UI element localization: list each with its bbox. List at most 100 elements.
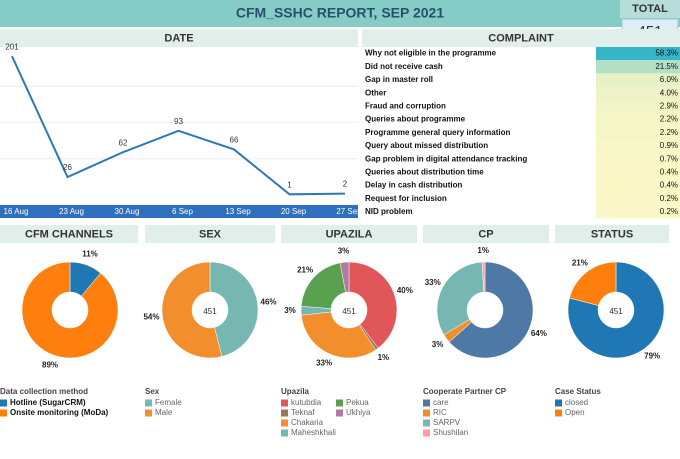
legend-swatch: [281, 409, 288, 417]
donut-slice: [339, 261, 350, 293]
data-label: 1: [287, 180, 292, 189]
legend-title: Data collection method: [0, 387, 88, 396]
legend-title: Case Status: [555, 387, 601, 396]
legend-label: Chakaria: [291, 418, 324, 427]
donut-slice: [348, 261, 398, 349]
legend-label: Female: [155, 398, 182, 407]
legend-label: Shushilan: [433, 428, 468, 437]
legend-swatch: [423, 399, 430, 407]
legend-swatch: [555, 399, 562, 407]
data-label: 11%: [82, 250, 98, 259]
panel-title: UPAZILA: [326, 228, 373, 240]
row-label: Gap in master roll: [365, 75, 433, 84]
data-label: 33%: [316, 359, 332, 368]
row-label: Delay in cash distribution: [365, 181, 462, 190]
value-cell: [596, 192, 680, 206]
data-label: 3%: [284, 306, 296, 315]
legend-title: Upazila: [281, 387, 310, 396]
panel-header: [555, 225, 669, 243]
panel-header: [281, 225, 417, 243]
value-label: 0.4%: [660, 181, 678, 190]
legend-label: Maheshkhali: [291, 428, 336, 437]
panel-title: CFM CHANNELS: [25, 228, 113, 240]
donut-slice: [448, 261, 534, 359]
donut-slice: [21, 261, 119, 359]
row-label: Did not receive cash: [365, 62, 443, 71]
data-label: 93: [174, 117, 183, 126]
value-label: 2.2%: [660, 128, 678, 137]
donut-slice: [301, 311, 377, 359]
row-label: Programme general query information: [365, 128, 510, 137]
report-title: CFM_SSHC REPORT, SEP 2021: [236, 5, 444, 21]
row-label: Fraud and corruption: [365, 102, 446, 111]
data-label: 79%: [644, 352, 660, 361]
value-label: 58.3%: [655, 49, 678, 58]
legend-swatch: [145, 409, 152, 417]
data-label: 64%: [531, 329, 547, 338]
value-label: 21.5%: [655, 62, 678, 71]
x-tick-label: 16 Aug: [4, 207, 29, 216]
row-label: Query about missed distribution: [365, 141, 488, 150]
row-label: Why not eligible in the programme: [365, 49, 497, 58]
legend-swatch: [281, 419, 288, 427]
legend-label: care: [433, 398, 449, 407]
data-label: 1%: [378, 353, 390, 362]
value-cell: [596, 99, 680, 113]
panel-header: [0, 29, 358, 47]
legend-title: Sex: [145, 387, 160, 396]
center-total: 451: [609, 307, 623, 316]
data-label: 89%: [42, 361, 58, 370]
legend-label: RIC: [433, 408, 447, 417]
x-tick-label: 27 Sep: [336, 207, 362, 216]
legend-label: Ukhiya: [346, 408, 371, 417]
header-bar: [0, 0, 680, 27]
donut-slice: [481, 261, 486, 293]
data-label: 62: [119, 138, 128, 147]
x-axis-band: [0, 205, 358, 218]
row-label: Request for inclusion: [365, 194, 447, 203]
data-label: 21%: [572, 258, 588, 267]
value-label: 0.4%: [660, 168, 678, 177]
legend-label: Hotline (SugarCRM): [10, 398, 86, 407]
x-tick-label: 6 Sep: [172, 207, 193, 216]
data-label: 1%: [477, 246, 489, 255]
data-label: 54%: [143, 313, 159, 322]
data-label: 46%: [261, 298, 277, 307]
legend-label: Open: [565, 408, 585, 417]
value-label: 6.0%: [660, 75, 678, 84]
panel-header: [362, 29, 680, 47]
value-label: 0.9%: [660, 141, 678, 150]
data-label: 3%: [432, 340, 444, 349]
x-tick-label: 23 Aug: [59, 207, 84, 216]
legend-label: kutubdia: [291, 398, 322, 407]
legend-swatch: [423, 419, 430, 427]
total-header: [620, 0, 680, 18]
data-label: 21%: [297, 266, 313, 275]
legend-swatch: [423, 429, 430, 437]
panel-title: SEX: [199, 228, 222, 240]
panel-title: DATE: [164, 32, 193, 44]
row-label: NID problem: [365, 207, 413, 216]
legend-swatch: [0, 399, 7, 407]
legend-swatch: [336, 409, 343, 417]
value-cell: [596, 179, 680, 193]
legend-label: Male: [155, 408, 173, 417]
row-label: Gap problem in digital attendance tracki…: [365, 154, 527, 163]
value-cell: [596, 205, 680, 219]
donut-slice: [209, 261, 259, 357]
data-label: 33%: [425, 278, 441, 287]
donut-slice: [569, 261, 617, 306]
legend-label: Onsite monitoring (MoDa): [10, 408, 109, 417]
data-label: 40%: [397, 286, 413, 295]
legend-label: Teknaf: [291, 408, 315, 417]
data-label: 2: [343, 180, 348, 189]
donut-slice: [567, 261, 665, 359]
center-total: 451: [203, 307, 217, 316]
legend-swatch: [0, 409, 7, 417]
legend-label: Pekua: [346, 398, 369, 407]
value-label: 2.9%: [660, 102, 678, 111]
legend-swatch: [145, 399, 152, 407]
legend-swatch: [423, 409, 430, 417]
x-tick-label: 13 Sep: [225, 207, 251, 216]
